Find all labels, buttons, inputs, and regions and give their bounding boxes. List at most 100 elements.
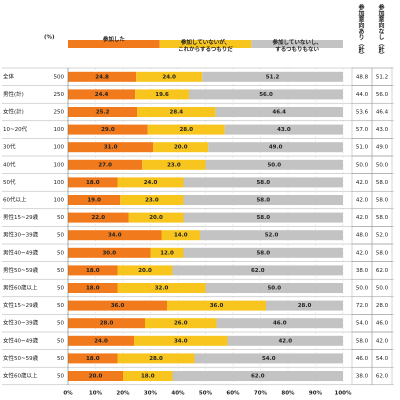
category-label: 女性60歳以上 bbox=[3, 372, 38, 380]
bar-segment bbox=[134, 335, 228, 346]
x-tick-label: 10% bbox=[89, 390, 103, 396]
summary-value: 38.0 bbox=[356, 374, 369, 380]
summary-value: 46.4 bbox=[376, 110, 389, 116]
data-label: 49.0 bbox=[269, 145, 283, 151]
summary-value: 28.0 bbox=[376, 303, 389, 309]
data-label: 18.0 bbox=[86, 356, 100, 362]
n-label: 500 bbox=[54, 74, 65, 80]
legend-swatch bbox=[68, 40, 160, 48]
data-label: 46.4 bbox=[272, 110, 286, 116]
n-label: 50 bbox=[57, 250, 64, 256]
summary-value: 51.0 bbox=[356, 145, 369, 151]
summary-value: 50.0 bbox=[356, 162, 369, 168]
summary-value: 48.0 bbox=[356, 233, 369, 239]
summary-value: 49.0 bbox=[376, 145, 389, 151]
data-label: 18.0 bbox=[86, 268, 100, 274]
x-tick-label: 100% bbox=[335, 390, 352, 396]
x-tick-label: 0% bbox=[63, 390, 73, 396]
summary-value: 50.0 bbox=[376, 286, 389, 292]
x-tick-label: 20% bbox=[116, 390, 130, 396]
data-label: 23.0 bbox=[167, 162, 181, 168]
data-label: 12.0 bbox=[160, 250, 174, 256]
summary-value: 52.0 bbox=[376, 233, 389, 239]
summary-value: 58.0 bbox=[356, 338, 369, 344]
bar-segment bbox=[117, 265, 173, 276]
category-label: 60代以上 bbox=[3, 196, 27, 204]
data-label: 58.0 bbox=[256, 180, 270, 186]
bar-segment bbox=[216, 318, 343, 329]
bar-segment bbox=[172, 265, 343, 276]
bar-segment bbox=[153, 142, 209, 153]
x-tick-label: 50% bbox=[199, 390, 213, 396]
bar-segment bbox=[120, 195, 184, 205]
data-label: 19.6 bbox=[155, 92, 169, 98]
n-label: 100 bbox=[54, 180, 65, 186]
bar-segment bbox=[137, 107, 216, 117]
bar-segment bbox=[200, 230, 343, 241]
data-label: 58.0 bbox=[256, 250, 270, 256]
category-label: 男性15~29歳 bbox=[3, 213, 39, 221]
bar-segment bbox=[172, 371, 343, 381]
x-tick-label: 80% bbox=[281, 390, 295, 396]
data-label: 50.0 bbox=[267, 286, 281, 292]
bar-segment bbox=[183, 195, 343, 205]
bar-segment bbox=[68, 300, 167, 311]
summary-value: 42.0 bbox=[356, 198, 369, 204]
bar-segment bbox=[68, 318, 145, 329]
n-label: 50 bbox=[57, 303, 64, 309]
bar-segment bbox=[68, 71, 137, 82]
summary-value: 54.0 bbox=[376, 356, 389, 362]
data-label: 20.0 bbox=[138, 268, 152, 274]
bar-segment bbox=[183, 212, 343, 223]
category-label: 男性60歳以上 bbox=[3, 284, 38, 292]
data-label: 18.0 bbox=[141, 374, 155, 380]
n-label: 250 bbox=[54, 92, 65, 98]
data-label: 42.0 bbox=[278, 338, 292, 344]
summary-value: 72.0 bbox=[356, 303, 369, 309]
data-label: 36.0 bbox=[210, 303, 224, 309]
data-label: 28.0 bbox=[298, 303, 312, 309]
category-label: 女性30~39歳 bbox=[3, 319, 39, 327]
data-label: 24.4 bbox=[95, 92, 109, 98]
bar-segment bbox=[68, 335, 134, 346]
bar-segment bbox=[266, 300, 343, 311]
summary-value: 50.0 bbox=[376, 162, 389, 168]
data-label: 20.0 bbox=[149, 215, 163, 221]
data-label: 27.0 bbox=[98, 162, 112, 168]
summary-header: 参加意向あり（計） bbox=[357, 4, 364, 58]
bar-segment bbox=[117, 353, 195, 364]
data-label: 62.0 bbox=[251, 374, 265, 380]
category-label: 女性50~59歳 bbox=[3, 354, 39, 362]
n-label: 50 bbox=[57, 233, 64, 239]
data-label: 28.0 bbox=[100, 321, 114, 327]
bar-segment bbox=[68, 159, 143, 170]
data-label: 56.0 bbox=[259, 92, 273, 98]
summary-value: 56.0 bbox=[376, 92, 389, 98]
n-label: 250 bbox=[54, 110, 65, 116]
summary-value: 62.0 bbox=[376, 268, 389, 274]
bar-segment bbox=[161, 230, 200, 241]
category-label: 男性(計) bbox=[3, 90, 24, 98]
bar-segment bbox=[224, 124, 343, 135]
n-label: 100 bbox=[54, 198, 65, 204]
legend-swatch bbox=[251, 40, 343, 48]
category-label: 50代 bbox=[3, 178, 16, 186]
x-tick-label: 70% bbox=[254, 390, 268, 396]
bar-segment bbox=[150, 247, 184, 258]
bar-segment bbox=[208, 142, 343, 153]
data-label: 31.0 bbox=[104, 145, 118, 151]
bar-segment bbox=[68, 230, 162, 241]
x-tick-label: 60% bbox=[226, 390, 240, 396]
n-label: 50 bbox=[57, 338, 64, 344]
bar-segment bbox=[68, 212, 129, 223]
data-label: 54.0 bbox=[262, 356, 276, 362]
bar-segment bbox=[136, 71, 203, 82]
x-tick-label: 30% bbox=[144, 390, 158, 396]
bar-segment bbox=[68, 142, 154, 153]
data-label: 32.0 bbox=[155, 286, 169, 292]
bar-segment bbox=[142, 159, 206, 170]
category-label: 40代 bbox=[3, 160, 16, 168]
data-label: 23.0 bbox=[145, 198, 159, 204]
summary-value: 57.0 bbox=[356, 127, 369, 133]
